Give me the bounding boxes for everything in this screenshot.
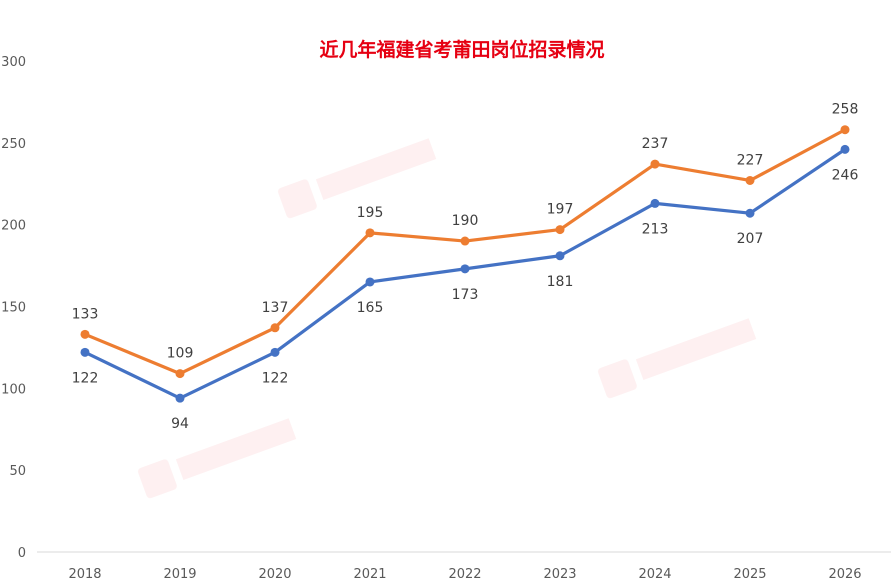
data-label: 195 bbox=[357, 205, 384, 221]
data-labels: 122 133 94 109 122 137 165 195 173 190 181 197 213 23… bbox=[72, 102, 859, 432]
data-point bbox=[365, 228, 375, 238]
data-point bbox=[365, 277, 375, 287]
data-label: 181 bbox=[547, 274, 574, 290]
y-tick-label: 150 bbox=[1, 301, 26, 316]
data-label: 165 bbox=[357, 300, 384, 316]
y-tick-label: 50 bbox=[9, 464, 26, 479]
x-tick-label: 2018 bbox=[68, 567, 101, 582]
data-point bbox=[745, 175, 755, 185]
data-point bbox=[555, 251, 565, 261]
data-point bbox=[460, 236, 470, 246]
y-tick-label: 250 bbox=[1, 137, 26, 152]
y-tick-label: 100 bbox=[1, 382, 26, 397]
data-label: 207 bbox=[737, 231, 764, 247]
data-label: 190 bbox=[452, 213, 479, 229]
data-point bbox=[650, 198, 660, 208]
x-tick-label: 2023 bbox=[543, 567, 576, 582]
data-point bbox=[460, 264, 470, 274]
data-point bbox=[840, 125, 850, 135]
data-point bbox=[840, 144, 850, 154]
y-axis-ticks: 0 50 100 150 200 250 300 bbox=[1, 55, 26, 561]
data-point bbox=[175, 393, 185, 403]
data-label: 122 bbox=[72, 370, 99, 386]
x-tick-label: 2021 bbox=[353, 567, 386, 582]
data-label: 258 bbox=[832, 102, 859, 118]
x-tick-label: 2024 bbox=[638, 567, 671, 582]
x-tick-label: 2022 bbox=[448, 567, 481, 582]
x-axis-ticks: 2018 2019 2020 2021 2022 2023 2024 2025 2026 bbox=[68, 567, 861, 582]
data-label: 246 bbox=[832, 167, 859, 183]
data-label: 237 bbox=[642, 136, 669, 152]
data-point bbox=[650, 159, 660, 169]
data-label: 197 bbox=[547, 202, 574, 218]
watermark-logo bbox=[278, 138, 437, 219]
watermark-logo bbox=[138, 418, 297, 499]
data-label: 133 bbox=[72, 306, 99, 322]
data-label: 173 bbox=[452, 287, 479, 303]
series-layer bbox=[80, 125, 850, 403]
x-tick-label: 2026 bbox=[828, 567, 861, 582]
data-point bbox=[745, 208, 755, 218]
x-tick-label: 2025 bbox=[733, 567, 766, 582]
chart-title: 近几年福建省考莆田岗位招录情况 bbox=[319, 38, 604, 61]
data-point bbox=[175, 369, 185, 379]
watermark-logo bbox=[598, 318, 757, 399]
y-tick-label: 0 bbox=[18, 546, 26, 561]
data-label: 109 bbox=[167, 346, 194, 362]
x-tick-label: 2019 bbox=[163, 567, 196, 582]
data-label: 94 bbox=[171, 416, 189, 432]
series-line-1 bbox=[83, 147, 847, 400]
data-label: 137 bbox=[262, 300, 289, 316]
data-point bbox=[80, 347, 90, 357]
x-tick-label: 2020 bbox=[258, 567, 291, 582]
data-label: 122 bbox=[262, 370, 289, 386]
data-point bbox=[270, 347, 280, 357]
data-point bbox=[270, 323, 280, 333]
y-tick-label: 200 bbox=[1, 219, 26, 234]
watermark-layer bbox=[138, 138, 757, 499]
data-point bbox=[80, 329, 90, 339]
y-tick-label: 300 bbox=[1, 55, 26, 70]
data-label: 213 bbox=[642, 221, 669, 237]
data-point bbox=[555, 225, 565, 235]
data-label: 227 bbox=[737, 152, 764, 168]
